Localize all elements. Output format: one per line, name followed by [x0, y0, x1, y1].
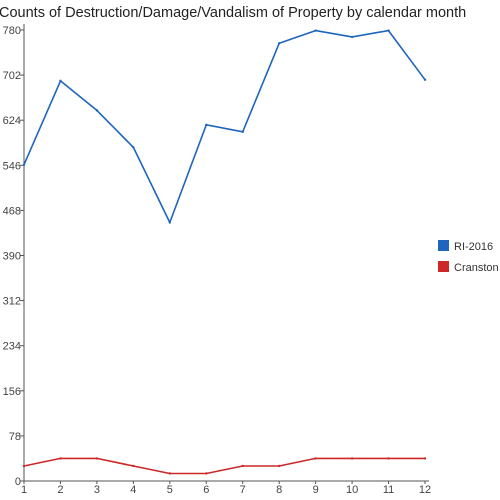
legend-swatch: [438, 240, 449, 251]
y-tick-label: 0: [15, 476, 21, 488]
series-lines: [22, 29, 427, 475]
data-point-ri-2016: [168, 221, 172, 224]
x-tick-label: 1: [21, 484, 27, 496]
y-tick-labels: 0 78 156 234 312 390 468 546 624 702 780: [3, 25, 24, 488]
legend-item-cranston[interactable]: Cranston: [438, 261, 499, 274]
data-point-ri-2016: [205, 123, 208, 127]
data-point-ri-2016: [277, 42, 281, 45]
y-tick-label: 390: [3, 251, 21, 263]
y-tick-label: 702: [3, 70, 21, 82]
x-tick-label: 5: [167, 484, 173, 496]
data-point-ri-2016: [59, 79, 62, 83]
x-tick-labels: 1 2 3 4 5 6 7 8 9 10 11 12: [21, 481, 431, 496]
data-point-ri-2016: [314, 29, 317, 32]
x-tick-label: 8: [276, 484, 282, 496]
series-line-ri-2016: [23, 29, 426, 224]
data-point-cranston: [22, 464, 26, 468]
y-tick-label: 468: [3, 205, 21, 217]
data-point-ri-2016: [95, 109, 99, 112]
x-tick-label: 4: [130, 484, 136, 496]
legend-item-ri-2016[interactable]: RI-2016: [438, 240, 493, 253]
data-point-cranston: [59, 457, 62, 460]
data-point-cranston: [132, 464, 135, 468]
x-tick-label: 11: [383, 484, 394, 496]
data-point-ri-2016: [132, 146, 135, 149]
x-tick-label: 2: [57, 484, 63, 496]
x-tick-label: 9: [313, 484, 319, 496]
legend-label: Cranston: [454, 262, 499, 274]
data-point-cranston: [205, 472, 208, 475]
chart-title: Counts of Destruction/Damage/Vandalism o…: [0, 5, 466, 21]
data-point-cranston: [423, 457, 427, 460]
y-tick-label: 312: [3, 296, 21, 308]
y-tick-label: 780: [3, 25, 21, 37]
data-point-cranston: [95, 457, 99, 460]
x-tick-label: 7: [240, 484, 246, 496]
x-tick-label: 10: [346, 484, 358, 496]
data-point-cranston: [277, 464, 281, 468]
data-point-ri-2016: [241, 130, 244, 133]
y-tick-label: 78: [9, 431, 21, 443]
legend[interactable]: RI-2016 Cranston: [438, 240, 499, 274]
data-point-cranston: [241, 464, 244, 468]
y-tick-label: 234: [3, 341, 21, 353]
data-point-ri-2016: [22, 163, 26, 166]
data-point-cranston: [314, 457, 317, 460]
y-tick-label: 624: [3, 115, 21, 127]
legend-label: RI-2016: [454, 241, 493, 253]
x-tick-label: 6: [203, 484, 209, 496]
data-point-cranston: [350, 457, 354, 460]
x-tick-label: 12: [419, 484, 431, 496]
data-point-ri-2016: [387, 29, 390, 32]
data-point-cranston: [387, 457, 390, 460]
data-point-cranston: [168, 472, 172, 475]
series-line-cranston: [23, 457, 425, 475]
axes: [23, 24, 429, 482]
y-tick-label: 156: [3, 386, 21, 398]
x-tick-label: 3: [94, 484, 100, 496]
data-point-ri-2016: [423, 78, 427, 81]
y-tick-label: 546: [3, 160, 21, 172]
legend-swatch: [438, 261, 449, 272]
data-point-ri-2016: [350, 35, 354, 39]
